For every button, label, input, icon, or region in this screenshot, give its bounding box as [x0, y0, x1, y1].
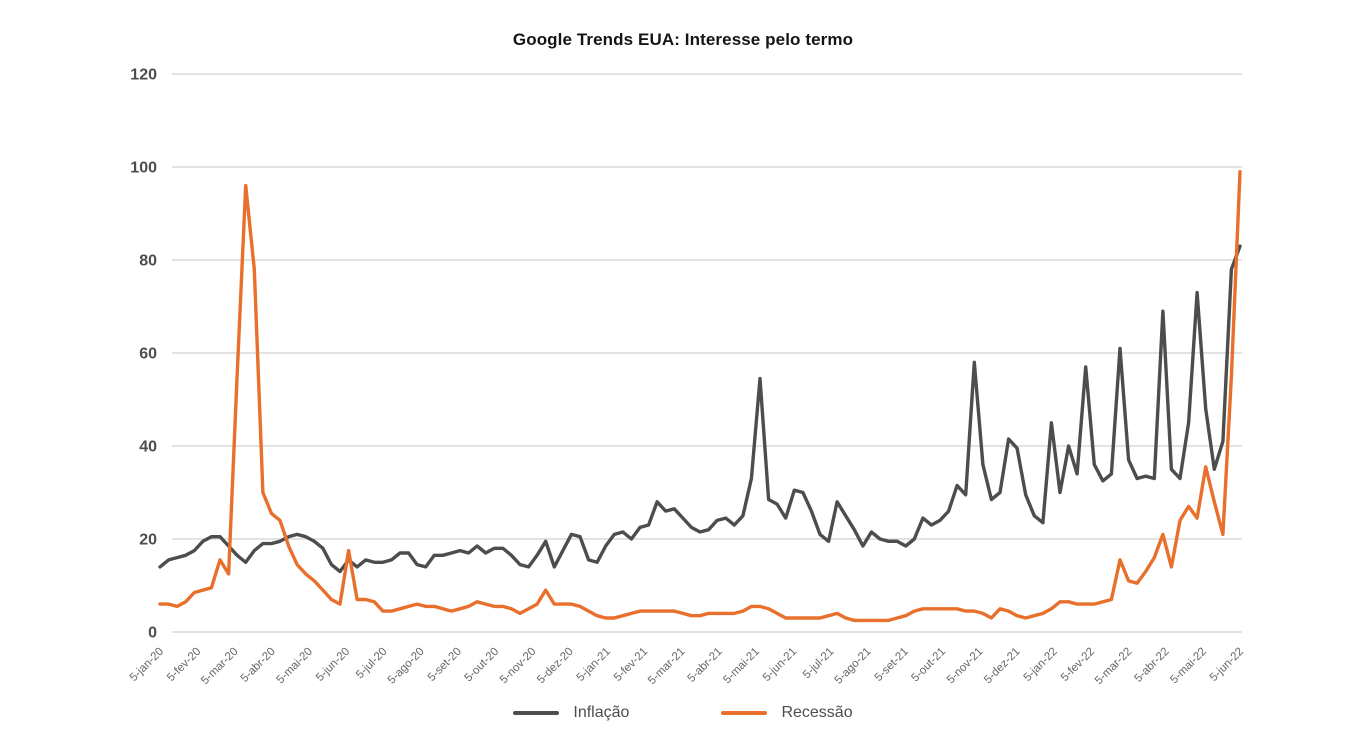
x-tick-label-5-jun-21: 5-jun-21 [761, 646, 799, 684]
x-tick-label-5-mai-21: 5-mai-21 [721, 646, 762, 687]
x-tick-label-5-jun-22: 5-jun-22 [1208, 646, 1246, 684]
x-tick-label-5-ago-20: 5-ago-20 [386, 646, 427, 687]
x-tick-label-5-mar-21: 5-mar-21 [646, 646, 687, 687]
x-tick-label-5-mar-20: 5-mar-20 [199, 646, 240, 687]
x-tick-label-5-nov-20: 5-nov-20 [498, 646, 539, 687]
x-tick-label-5-dez-21: 5-dez-21 [982, 646, 1023, 687]
y-tick-label-20: 20 [139, 532, 157, 549]
x-tick-label-5-abr-21: 5-abr-21 [686, 646, 725, 685]
y-tick-label-40: 40 [139, 439, 157, 456]
inflacao-line [158, 244, 1242, 574]
x-tick-label-5-jan-20: 5-jan-20 [128, 646, 166, 684]
x-tick-label-5-jul-20: 5-jul-20 [354, 646, 390, 682]
x-tick-label-5-abr-22: 5-abr-22 [1132, 646, 1171, 685]
x-tick-label-5-jan-21: 5-jan-21 [575, 646, 613, 684]
x-tick-label-5-jul-21: 5-jul-21 [801, 646, 837, 682]
x-tick-label-5-ago-21: 5-ago-21 [833, 646, 874, 687]
x-tick-label-5-mai-22: 5-mai-22 [1168, 646, 1209, 687]
y-tick-label-60: 60 [139, 346, 157, 363]
x-tick-label-5-nov-21: 5-nov-21 [945, 646, 986, 687]
x-tick-label-5-fev-21: 5-fev-21 [612, 646, 650, 684]
x-tick-label-5-mai-20: 5-mai-20 [275, 646, 316, 687]
x-tick-label-5-out-20: 5-out-20 [463, 646, 502, 685]
recessao-line [158, 169, 1242, 623]
legend-label-inflacao: Inflação [573, 704, 630, 721]
legend-item-inflacao: Inflação [513, 704, 629, 722]
y-tick-label-80: 80 [139, 253, 157, 270]
x-tick-label-5-abr-20: 5-abr-20 [239, 646, 278, 685]
x-tick-label-5-fev-22: 5-fev-22 [1059, 646, 1097, 684]
x-tick-label-5-jan-22: 5-jan-22 [1022, 646, 1060, 684]
y-tick-label-0: 0 [148, 625, 157, 642]
x-tick-label-5-set-20: 5-set-20 [426, 646, 464, 684]
x-tick-label-5-mar-22: 5-mar-22 [1093, 646, 1134, 687]
inflacao-line-swatch-icon [513, 710, 560, 716]
chart-title: Google Trends EUA: Interesse pelo termo [512, 30, 854, 49]
x-tick-label-5-set-21: 5-set-21 [873, 646, 911, 684]
x-tick-label-5-out-21: 5-out-21 [909, 646, 948, 685]
legend-item-recessao: Recessão [721, 704, 853, 722]
y-tick-label-100: 100 [130, 160, 157, 177]
y-tick-label-120: 120 [130, 67, 157, 84]
recessao-line-swatch-icon [721, 710, 768, 716]
x-tick-label-5-jun-20: 5-jun-20 [314, 646, 352, 684]
chart-legend: Inflação Recessão [0, 704, 1366, 722]
x-tick-label-5-fev-20: 5-fev-20 [165, 646, 203, 684]
x-tick-label-5-dez-20: 5-dez-20 [535, 646, 576, 687]
legend-label-recessao: Recessão [781, 704, 853, 721]
